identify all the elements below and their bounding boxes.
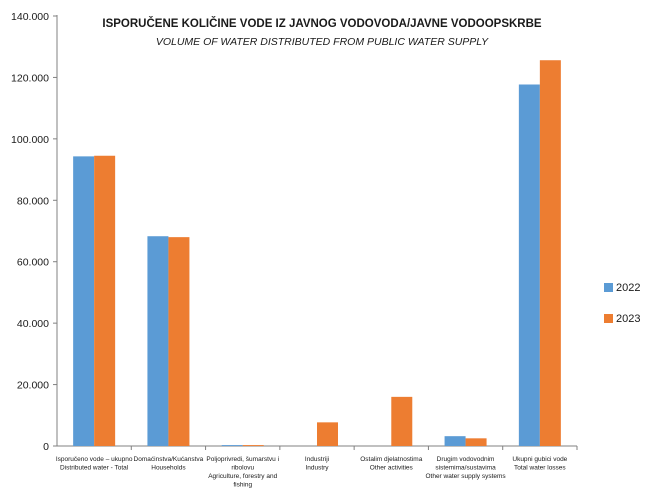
- category-label: sistemima/sustavima: [435, 465, 496, 472]
- chart-subtitle: VOLUME OF WATER DISTRIBUTED FROM PUBLIC …: [156, 36, 489, 48]
- category-label: Other activities: [370, 465, 414, 472]
- category-label: Drugim vodovodnim: [437, 456, 495, 463]
- category-label: Industriji: [305, 456, 329, 463]
- category-label: Ukupni gubici vode: [512, 456, 567, 463]
- y-tick-label: 100.000: [11, 134, 49, 146]
- y-tick-label: 60.000: [17, 257, 49, 269]
- y-tick-label: 0: [43, 441, 49, 453]
- bars: [73, 60, 578, 450]
- bar-2022-0: [73, 156, 95, 446]
- y-tick-label: 80.000: [17, 195, 49, 207]
- category-label: Other water supply systems: [425, 473, 506, 480]
- category-label: Isporučeno vode – ukupno: [56, 456, 133, 463]
- y-axis-ticks: 0 20.000 40.000 60.000 80.000 100.000 120.000 1…: [11, 11, 57, 453]
- category-label: Households: [151, 465, 186, 472]
- bar-2023-0: [94, 155, 116, 446]
- category-label: Ostalim djelatnostima: [360, 456, 423, 463]
- y-tick-label: 20.000: [17, 380, 49, 392]
- bar-2023-6: [539, 60, 561, 446]
- category-label: Industry: [305, 465, 329, 472]
- bar-2023-2: [242, 445, 264, 446]
- y-tick-label: 40.000: [17, 318, 49, 330]
- bar-2023-4: [391, 396, 413, 446]
- bar-2023-3: [317, 422, 338, 446]
- category-label: Total water losses: [514, 465, 566, 472]
- legend-swatch-2023: [604, 314, 613, 323]
- legend-swatch-2022: [604, 283, 613, 292]
- category-label: ribolovu: [231, 465, 254, 472]
- category-label: Poljoprivredi, šumarstvu i: [206, 456, 279, 463]
- bar-2022-5: [444, 436, 466, 446]
- bar-2022-1: [147, 236, 169, 446]
- legend: 2022 2023: [604, 282, 640, 325]
- bar-2023-5: [465, 438, 487, 446]
- legend-label: 2023: [616, 313, 640, 325]
- bar-2022-2: [221, 445, 243, 446]
- category-label: Agriculture, forestry and: [208, 473, 277, 480]
- chart-title: ISPORUČENE KOLIČINE VODE IZ JAVNOG VODOV…: [102, 17, 542, 30]
- category-label: fishing: [233, 482, 252, 489]
- bar-2023-1: [168, 237, 190, 446]
- x-axis-category-labels: Isporučeno vode – ukupno Distributed wate…: [56, 456, 568, 489]
- y-tick-label: 120.000: [11, 72, 49, 84]
- legend-label: 2022: [616, 282, 640, 294]
- bar-2022-6: [518, 84, 540, 446]
- category-label: Distributed water - Total: [60, 465, 129, 472]
- y-tick-label: 140.000: [11, 11, 49, 23]
- category-label: Domaćinstva/Kućanstva: [134, 456, 204, 463]
